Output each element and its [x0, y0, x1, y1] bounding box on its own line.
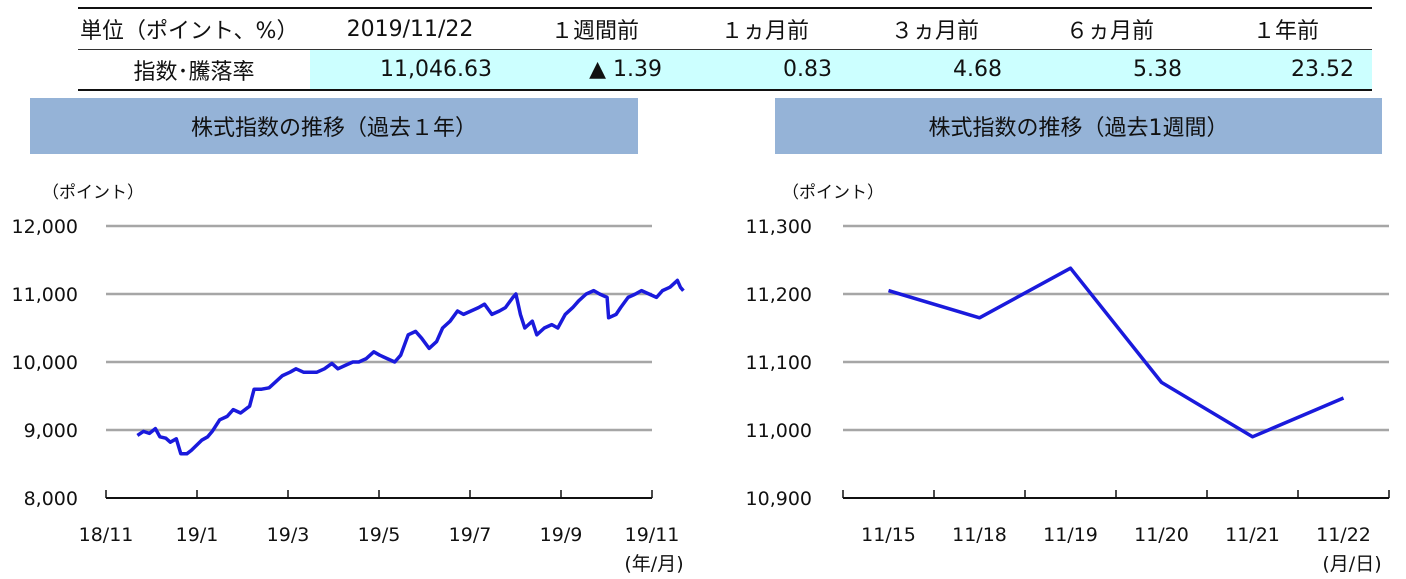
three-month-change-value: 4.68 [850, 49, 1020, 91]
unit-header: 単位（ポイント、%） [78, 7, 310, 50]
index-change-label: 指数･騰落率 [78, 49, 310, 91]
weekly-y-tick-label: 11,100 [746, 352, 812, 374]
yearly-x-tick-label: 19/11 [625, 524, 680, 546]
yearly-x-unit-label: (年/月) [624, 553, 683, 575]
index-value: 11,046.63 [310, 49, 510, 91]
weekly-y-tick-label: 10,900 [746, 488, 812, 510]
weekly-x-unit-label: (月/日) [1322, 553, 1381, 575]
weekly-x-tick-label: 11/18 [952, 524, 1007, 546]
date-header: 2019/11/22 [310, 7, 510, 50]
yearly-y-tick-label: 12,000 [12, 216, 78, 238]
summary-table: 単位（ポイント、%） 2019/11/22 １週間前 １ヵ月前 ３ヵ月前 ６ヵ月… [78, 7, 1372, 91]
yearly-x-tick-label: 19/1 [176, 524, 219, 546]
week-ago-header: １週間前 [510, 7, 680, 50]
three-months-ago-header: ３ヵ月前 [850, 7, 1020, 50]
yearly-y-unit-label: （ポイント） [42, 183, 144, 203]
month-ago-header: １ヵ月前 [680, 7, 850, 50]
yearly-x-tick-label: 18/11 [79, 524, 134, 546]
week-change-value: ▲ 1.39 [510, 49, 680, 91]
weekly-x-tick-label: 11/22 [1316, 524, 1371, 546]
weekly-y-tick-label: 11,300 [746, 216, 812, 238]
yearly-x-tick-label: 19/9 [540, 524, 583, 546]
yearly-y-tick-label: 11,000 [12, 284, 78, 306]
weekly-x-tick-label: 11/21 [1225, 524, 1280, 546]
month-change-value: 0.83 [680, 49, 850, 91]
yearly-y-tick-label: 9,000 [24, 420, 78, 442]
weekly-y-unit-label: （ポイント） [782, 183, 884, 203]
year-change-value: 23.52 [1200, 49, 1372, 91]
summary-header-row: 単位（ポイント、%） 2019/11/22 １週間前 １ヵ月前 ３ヵ月前 ６ヵ月… [78, 7, 1372, 50]
yearly-x-tick-label: 19/5 [358, 524, 401, 546]
weekly-y-tick-label: 11,200 [746, 284, 812, 306]
summary-value-row: 指数･騰落率 11,046.63 ▲ 1.39 0.83 4.68 5.38 2… [78, 49, 1372, 91]
weekly-chart-title: 株式指数の推移（過去1週間） [775, 98, 1382, 154]
six-months-ago-header: ６ヵ月前 [1020, 7, 1200, 50]
six-month-change-value: 5.38 [1020, 49, 1200, 91]
yearly-index-line [136, 278, 685, 456]
yearly-x-tick-label: 19/7 [449, 524, 492, 546]
weekly-x-tick-label: 11/15 [861, 524, 916, 546]
yearly-x-tick-label: 19/3 [267, 524, 310, 546]
weekly-y-tick-label: 11,000 [746, 420, 812, 442]
weekly-x-tick-label: 11/20 [1134, 524, 1189, 546]
year-ago-header: １年前 [1200, 7, 1372, 50]
weekly-index-line [887, 266, 1345, 439]
weekly-x-tick-label: 11/19 [1043, 524, 1098, 546]
yearly-chart-title: 株式指数の推移（過去１年） [30, 98, 638, 154]
yearly-y-tick-label: 8,000 [24, 488, 78, 510]
yearly-y-tick-label: 10,000 [12, 352, 78, 374]
